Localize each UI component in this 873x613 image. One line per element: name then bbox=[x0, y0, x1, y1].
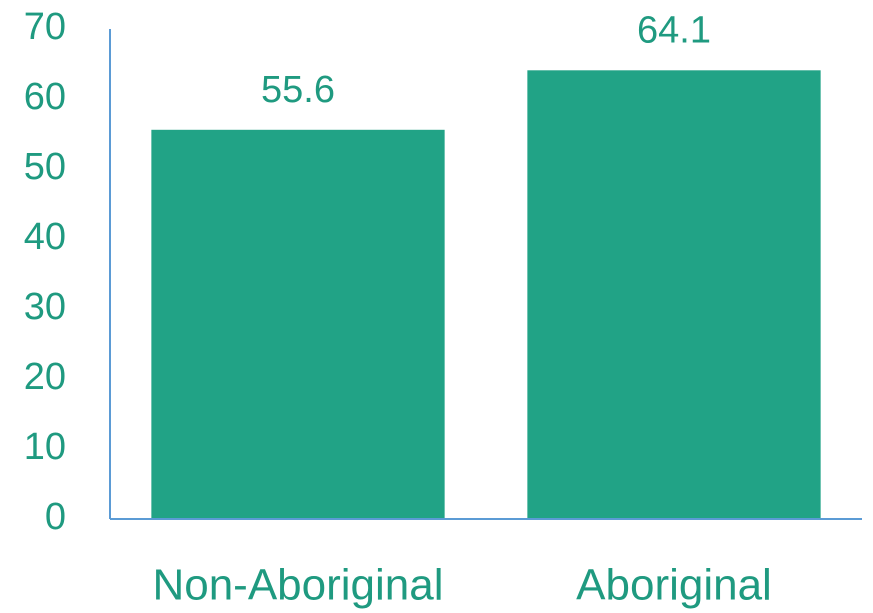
y-tick-label: 60 bbox=[24, 76, 66, 118]
bar bbox=[527, 70, 821, 520]
data-label: 64.1 bbox=[637, 9, 711, 51]
data-label: 55.6 bbox=[261, 69, 335, 111]
y-tick-label: 40 bbox=[24, 216, 66, 258]
y-tick-label: 0 bbox=[45, 496, 66, 538]
y-tick-label: 70 bbox=[24, 6, 66, 48]
y-tick-label: 10 bbox=[24, 426, 66, 468]
x-tick-label: Non-Aboriginal bbox=[152, 561, 443, 610]
x-tick-label: Aboriginal bbox=[576, 561, 772, 610]
bar bbox=[151, 129, 445, 520]
y-tick-label: 30 bbox=[24, 286, 66, 328]
y-tick-label: 50 bbox=[24, 146, 66, 188]
y-tick-label: 20 bbox=[24, 356, 66, 398]
